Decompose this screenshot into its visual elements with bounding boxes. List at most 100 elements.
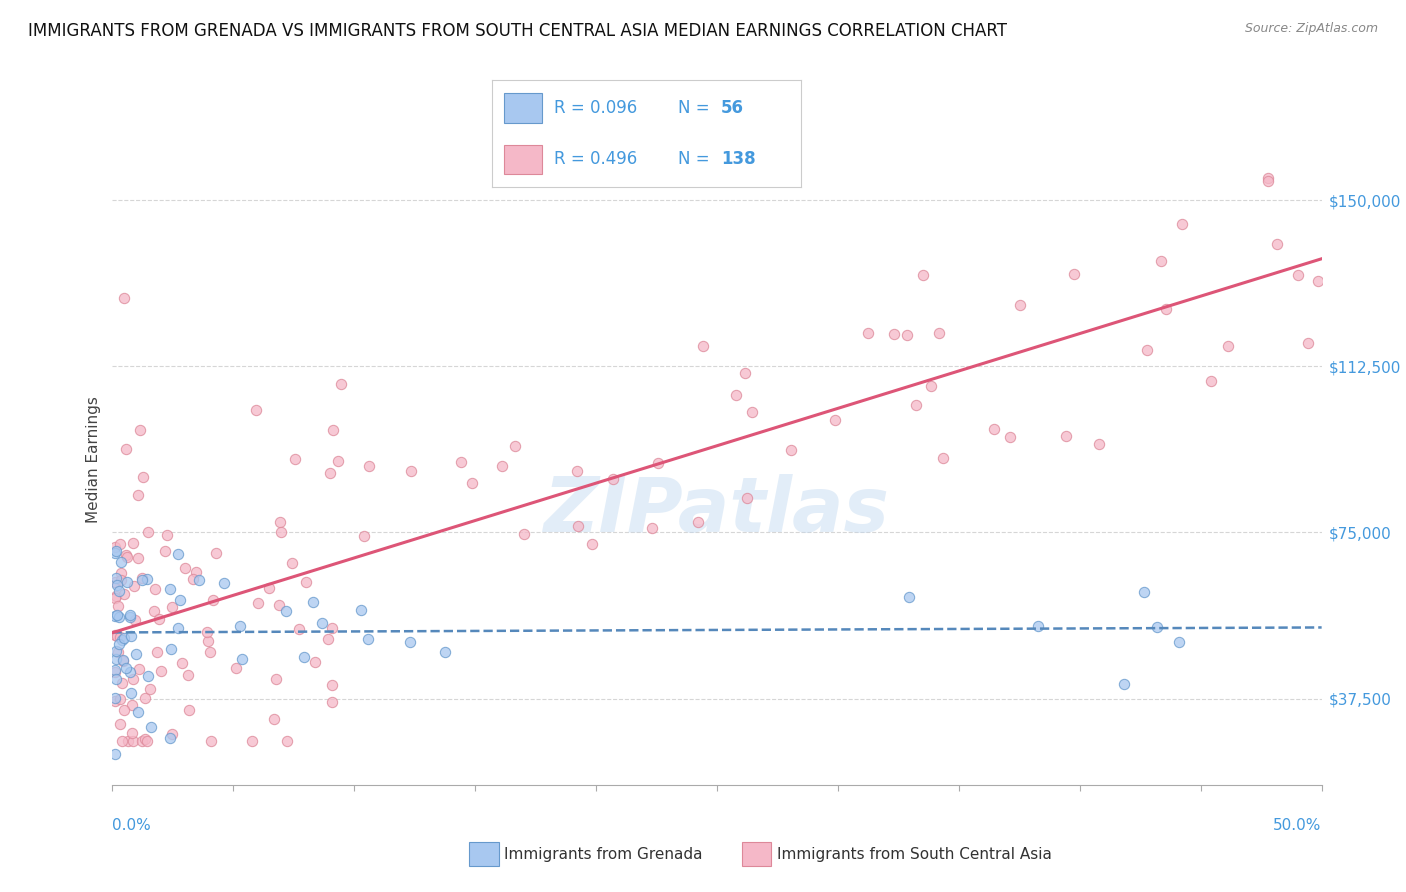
Point [105, 578, 128, 592]
Point [1306, 274, 1329, 288]
Point [104, 574, 127, 589]
Point [911, 268, 934, 283]
Point [1167, 635, 1189, 649]
Point [128, 662, 150, 676]
Point [105, 607, 128, 622]
Point [316, 632, 339, 646]
Point [107, 644, 129, 658]
Point [205, 546, 228, 560]
Point [127, 488, 149, 502]
Point [399, 635, 422, 649]
Point [104, 609, 127, 624]
Text: R = 0.096: R = 0.096 [554, 99, 637, 117]
Text: Immigrants from Grenada: Immigrants from Grenada [505, 847, 703, 862]
Point [225, 661, 247, 675]
Text: Immigrants from South Central Asia: Immigrants from South Central Asia [776, 847, 1052, 862]
Point [128, 423, 150, 437]
Point [998, 430, 1021, 444]
Point [1063, 267, 1085, 281]
Text: R = 0.496: R = 0.496 [554, 151, 637, 169]
Point [146, 645, 169, 659]
Point [1257, 171, 1279, 186]
Point [117, 733, 139, 747]
Point [267, 598, 290, 612]
Point [274, 604, 297, 618]
Point [292, 649, 315, 664]
Point [110, 633, 132, 648]
Point [104, 545, 127, 559]
Point [1087, 436, 1109, 450]
Point [110, 630, 132, 644]
Point [134, 690, 156, 705]
Point [311, 616, 333, 631]
Point [647, 456, 669, 470]
Point [125, 647, 148, 661]
Point [270, 524, 292, 539]
Point [240, 733, 263, 747]
Point [1146, 619, 1168, 633]
Point [127, 705, 149, 719]
Point [122, 579, 145, 593]
Point [280, 556, 302, 570]
Point [153, 544, 176, 558]
Point [883, 326, 905, 341]
Point [214, 575, 236, 590]
Point [167, 547, 190, 561]
Point [266, 672, 288, 686]
Point [159, 731, 181, 746]
Text: 56: 56 [721, 99, 744, 117]
Point [1054, 428, 1077, 442]
Point [565, 465, 588, 479]
Point [295, 574, 318, 589]
Point [150, 664, 173, 678]
Point [321, 678, 343, 692]
Point [329, 377, 352, 392]
Point [120, 686, 142, 700]
Point [686, 516, 709, 530]
Point [920, 379, 942, 393]
Point [112, 652, 135, 666]
Point [1114, 677, 1136, 691]
Point [602, 472, 624, 486]
Point [201, 593, 224, 607]
Point [928, 326, 950, 341]
Point [111, 676, 134, 690]
Point [105, 643, 128, 657]
Point [931, 451, 953, 466]
Point [319, 466, 342, 480]
Point [898, 590, 921, 604]
Point [136, 669, 159, 683]
Point [184, 565, 207, 579]
Point [692, 339, 714, 353]
Point [105, 672, 128, 686]
Point [105, 629, 128, 643]
Point [159, 582, 181, 596]
Point [735, 491, 758, 505]
Point [141, 720, 163, 734]
Point [1154, 301, 1177, 316]
Point [301, 594, 323, 608]
Point [357, 632, 380, 646]
Point [112, 703, 135, 717]
Y-axis label: Median Earnings: Median Earnings [86, 396, 101, 523]
Point [108, 691, 131, 706]
Point [322, 423, 344, 437]
Point [108, 584, 131, 599]
Point [246, 596, 269, 610]
Point [581, 536, 603, 550]
Point [641, 520, 664, 534]
Point [124, 613, 146, 627]
Point [197, 634, 219, 648]
Point [734, 366, 756, 380]
Point [121, 725, 143, 739]
Point [491, 459, 513, 474]
Point [104, 571, 127, 585]
Point [135, 733, 157, 747]
Point [120, 609, 142, 624]
Bar [470, 842, 499, 866]
Point [1265, 236, 1288, 251]
Text: 50.0%: 50.0% [1274, 818, 1322, 832]
Point [304, 656, 326, 670]
Text: ZIPatlas: ZIPatlas [544, 475, 890, 549]
Point [110, 566, 132, 581]
